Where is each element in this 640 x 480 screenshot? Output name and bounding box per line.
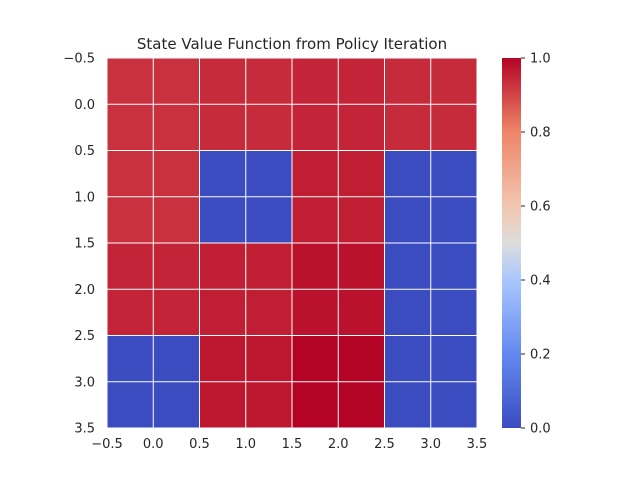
x-tick-label: 1.0 bbox=[235, 437, 256, 452]
colorbar bbox=[502, 58, 521, 428]
heatmap-cell bbox=[199, 335, 247, 383]
heatmap-cell bbox=[153, 335, 200, 383]
heatmap-cell bbox=[199, 196, 247, 244]
heatmap-cell bbox=[107, 150, 154, 198]
heatmap-cell bbox=[245, 289, 293, 336]
heatmap-cell bbox=[384, 289, 432, 336]
heatmap-cell bbox=[292, 243, 339, 290]
heatmap-cell bbox=[153, 150, 200, 198]
heatmap-cell bbox=[107, 243, 154, 290]
heatmap-cell bbox=[245, 243, 293, 290]
y-tick-label: 0.0 bbox=[74, 98, 95, 113]
y-tick-label: 2.5 bbox=[74, 329, 95, 344]
heatmap-cell bbox=[384, 196, 432, 244]
heatmap-cell bbox=[292, 335, 339, 383]
heatmap-cell bbox=[338, 289, 385, 336]
heatmap-cell bbox=[107, 335, 154, 383]
colorbar-tick-label: 0.6 bbox=[530, 200, 551, 215]
heatmap-cell bbox=[384, 150, 432, 198]
heatmap-cell bbox=[199, 289, 247, 336]
heatmap-cell bbox=[245, 381, 293, 429]
heatmap-cell bbox=[338, 58, 385, 105]
heatmap-grid bbox=[106, 57, 478, 429]
heatmap-cell bbox=[292, 104, 339, 151]
heatmap-cell bbox=[199, 58, 247, 105]
heatmap-cell bbox=[107, 196, 154, 244]
heatmap-cell bbox=[245, 150, 293, 198]
x-tick-label: 3.5 bbox=[467, 437, 488, 452]
heatmap-cell bbox=[153, 58, 200, 105]
heatmap-cell bbox=[292, 289, 339, 336]
heatmap-cell bbox=[430, 335, 478, 383]
heatmap-cell bbox=[338, 104, 385, 151]
heatmap-cell bbox=[245, 58, 293, 105]
y-tick-label: 2.0 bbox=[74, 283, 95, 298]
heatmap-cell bbox=[107, 104, 154, 151]
colorbar-tick-label: 0.8 bbox=[530, 126, 551, 141]
heatmap-cell bbox=[153, 381, 200, 429]
chart-title: State Value Function from Policy Iterati… bbox=[137, 35, 447, 53]
heatmap-cell bbox=[245, 196, 293, 244]
heatmap-cell bbox=[338, 196, 385, 244]
heatmap-cell bbox=[384, 381, 432, 429]
heatmap-cell bbox=[430, 196, 478, 244]
colorbar-ticks: 0.0 0.2 0.4 0.6 0.8 1.0 bbox=[521, 52, 551, 437]
y-tick-label: 1.5 bbox=[74, 237, 95, 252]
y-tick-label: 3.5 bbox=[74, 422, 95, 437]
y-tick-label: −0.5 bbox=[63, 52, 95, 67]
x-tick-label: 0.5 bbox=[189, 437, 210, 452]
x-tick-label: 3.0 bbox=[420, 437, 441, 452]
heatmap-cell bbox=[338, 243, 385, 290]
heatmap-cell bbox=[430, 150, 478, 198]
heatmap-cell bbox=[384, 58, 432, 105]
heatmap-cell bbox=[245, 104, 293, 151]
heatmap-cell bbox=[430, 243, 478, 290]
heatmap-cell bbox=[199, 150, 247, 198]
y-tick-label: 1.0 bbox=[74, 190, 95, 205]
x-tick-label: −0.5 bbox=[91, 437, 123, 452]
heatmap-cell bbox=[153, 243, 200, 290]
colorbar-tick-label: 0.2 bbox=[530, 348, 551, 363]
x-tick-label: 1.5 bbox=[282, 437, 303, 452]
colorbar-tick-label: 1.0 bbox=[530, 52, 551, 67]
heatmap-cell bbox=[430, 289, 478, 336]
heatmap-cell bbox=[107, 58, 154, 105]
heatmap-cell bbox=[199, 104, 247, 151]
heatmap-cell bbox=[292, 196, 339, 244]
x-tick-label: 2.5 bbox=[374, 437, 395, 452]
heatmap-cell bbox=[292, 150, 339, 198]
heatmap-cell bbox=[292, 58, 339, 105]
heatmap-cell bbox=[384, 104, 432, 151]
x-tick-label: 0.0 bbox=[143, 437, 164, 452]
heatmap-cell bbox=[153, 196, 200, 244]
heatmap-cell bbox=[107, 381, 154, 429]
heatmap-cell bbox=[430, 104, 478, 151]
heatmap-cell bbox=[338, 150, 385, 198]
heatmap-cell bbox=[107, 289, 154, 336]
heatmap-cell bbox=[430, 381, 478, 429]
heatmap-cells bbox=[107, 58, 478, 429]
colorbar-tick-label: 0.0 bbox=[530, 422, 551, 437]
heatmap-cell bbox=[430, 58, 478, 105]
heatmap-cell bbox=[245, 335, 293, 383]
heatmap-cell bbox=[292, 381, 339, 429]
y-tick-label: 3.0 bbox=[74, 375, 95, 390]
heatmap-cell bbox=[384, 335, 432, 383]
heatmap-cell bbox=[153, 289, 200, 336]
y-axis-ticks: −0.5 0.0 0.5 1.0 1.5 2.0 2.5 3.0 3.5 bbox=[63, 52, 95, 437]
heatmap-cell bbox=[199, 381, 247, 429]
heatmap-cell bbox=[199, 243, 247, 290]
y-tick-label: 0.5 bbox=[74, 144, 95, 159]
heatmap-cell bbox=[338, 335, 385, 383]
heatmap-cell bbox=[338, 381, 385, 429]
heatmap-cell bbox=[153, 104, 200, 151]
colorbar-tick-label: 0.4 bbox=[530, 274, 551, 289]
x-tick-label: 2.0 bbox=[328, 437, 349, 452]
x-axis-ticks: −0.5 0.0 0.5 1.0 1.5 2.0 2.5 3.0 3.5 bbox=[91, 437, 487, 452]
heatmap-cell bbox=[384, 243, 432, 290]
